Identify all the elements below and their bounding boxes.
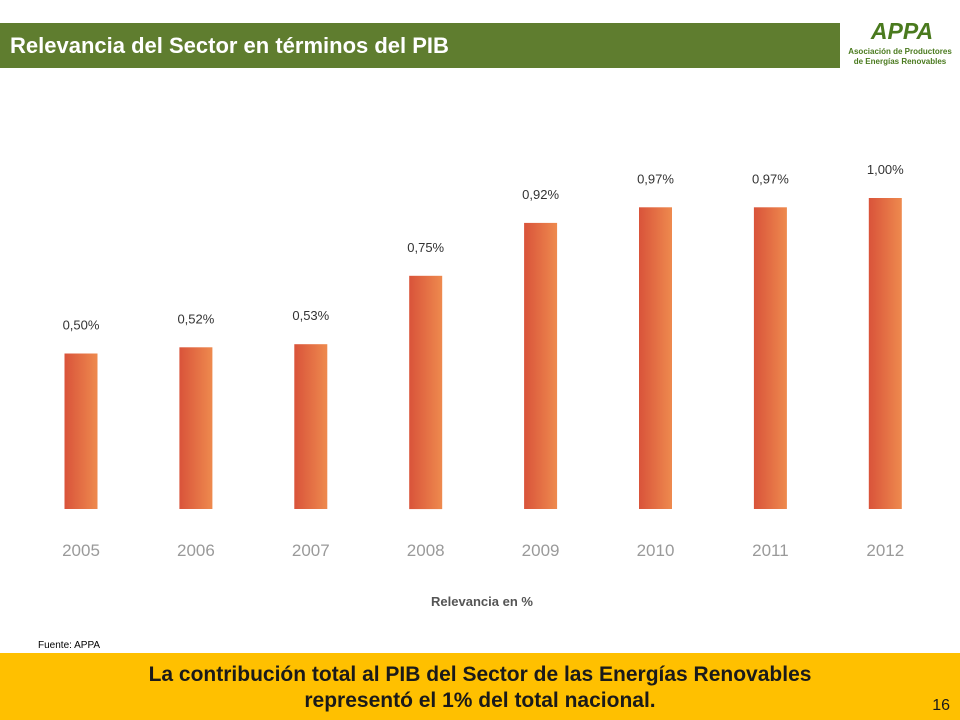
- appa-logo-mark: APPA: [846, 20, 958, 42]
- bar-2012: [868, 198, 902, 509]
- bar-chart: 0,50% 0,52% 0,53% 0,75% 0,92% 0,97% 0,97% 1,00%…: [62, 162, 905, 609]
- x-tick-2005: 2005: [62, 541, 100, 560]
- slide-title: Relevancia del Sector en términos del PI…: [10, 33, 449, 58]
- conclusion-line-1: La contribución total al PIB del Sector …: [148, 663, 812, 686]
- title-bar: Relevancia del Sector en términos del PI…: [0, 23, 840, 68]
- appa-logo: APPA Asociación de Productores de Energí…: [840, 20, 960, 70]
- x-tick-2012: 2012: [866, 541, 904, 560]
- x-tick-2008: 2008: [407, 541, 445, 560]
- value-label-2012: 1,00%: [867, 162, 904, 177]
- chart-value-labels: 0,50% 0,52% 0,53% 0,75% 0,92% 0,97% 0,97% 1,00%: [63, 162, 905, 333]
- conclusion-text: La contribución total al PIB del Sector …: [60, 662, 900, 714]
- x-tick-2011: 2011: [752, 541, 789, 560]
- source-note: Fuente: APPA: [38, 640, 101, 651]
- logo-mark-text: APPA: [870, 20, 933, 42]
- chart-bars: [64, 198, 902, 510]
- value-label-2008: 0,75%: [407, 240, 444, 255]
- x-tick-2010: 2010: [637, 541, 675, 560]
- page-number: 16: [932, 697, 950, 714]
- conclusion-line-2: representó el 1% del total nacional.: [304, 689, 656, 712]
- bar-2010: [639, 207, 672, 510]
- value-label-2009: 0,92%: [522, 187, 559, 202]
- logo-line-2: de Energías Renovables: [853, 57, 947, 66]
- bar-2011: [753, 207, 787, 510]
- value-label-2006: 0,52%: [177, 311, 214, 326]
- bar-2005: [64, 353, 98, 509]
- value-label-2010: 0,97%: [637, 171, 674, 186]
- x-tick-2007: 2007: [292, 541, 330, 560]
- logo-line-1: Asociación de Productores: [848, 47, 952, 56]
- bar-2009: [524, 222, 558, 509]
- value-label-2005: 0,50%: [63, 318, 100, 333]
- x-tick-2009: 2009: [522, 541, 560, 560]
- bar-2006: [179, 347, 213, 509]
- x-axis-title: Relevancia en %: [431, 594, 533, 609]
- chart-x-ticks: 2005 2006 2007 2008 2009 2010 2011 2012: [62, 541, 904, 560]
- value-label-2007: 0,53%: [292, 308, 329, 323]
- bar-2008: [409, 275, 443, 510]
- value-label-2011: 0,97%: [752, 171, 789, 186]
- x-tick-2006: 2006: [177, 541, 215, 560]
- bar-2007: [294, 344, 328, 509]
- conclusion-bar: La contribución total al PIB del Sector …: [0, 653, 960, 720]
